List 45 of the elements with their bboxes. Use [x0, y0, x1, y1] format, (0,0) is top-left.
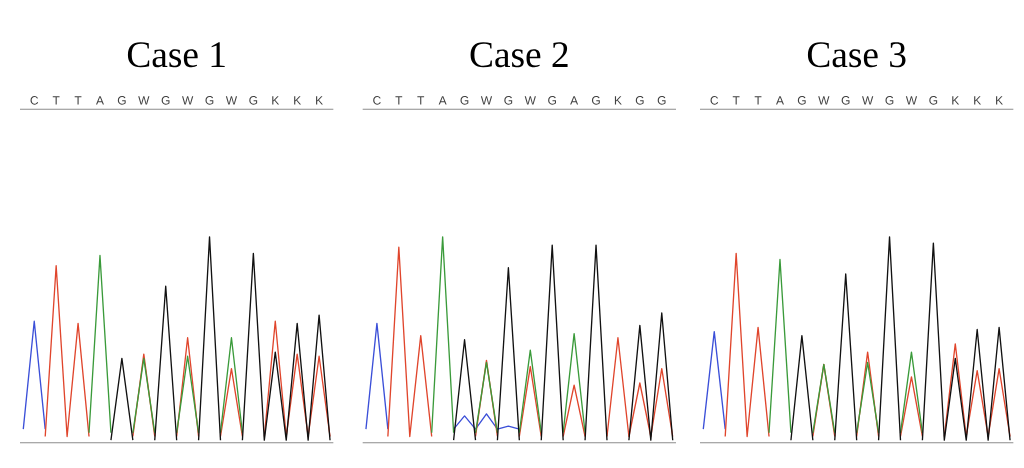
chart-title: Case 1: [127, 42, 225, 68]
x-tick-label: K: [316, 96, 323, 105]
x-tick-label: A: [776, 96, 784, 105]
x-tick-label: A: [570, 96, 579, 105]
x-tick-label: W: [862, 96, 874, 105]
x-tick-label: G: [657, 96, 666, 105]
x-tick-label: G: [841, 96, 850, 105]
x-tick-label: K: [614, 96, 622, 105]
x-tick-label: A: [96, 96, 104, 105]
x-tick-label: K: [294, 96, 302, 105]
x-tick-label: G: [161, 96, 170, 105]
x-tick-label: G: [885, 96, 894, 105]
x-tick-label: T: [395, 96, 403, 105]
x-tick-label: W: [138, 96, 150, 105]
x-tick-label: K: [996, 96, 1003, 105]
chart-title: Case 3: [807, 42, 906, 68]
x-tick-label: C: [30, 96, 39, 105]
x-tick-label: G: [635, 96, 644, 105]
x-tick-label: K: [272, 96, 280, 105]
x-tick-label: W: [905, 96, 918, 105]
x-tick-label: K: [952, 96, 960, 105]
x-tick-label: C: [710, 96, 719, 105]
x-tick-label: G: [929, 96, 938, 105]
x-tick-label: W: [524, 96, 536, 105]
x-tick-label: G: [117, 96, 126, 105]
x-tick-label: T: [74, 96, 82, 105]
x-tick-label: C: [373, 96, 381, 105]
x-tick-label: W: [225, 96, 238, 105]
x-tick-label: G: [205, 96, 214, 105]
x-tick-label: G: [504, 96, 513, 105]
x-tick-label: G: [249, 96, 258, 105]
x-tick-label: W: [480, 96, 493, 105]
x-tick-label: T: [732, 96, 740, 105]
x-tick-label: W: [818, 96, 830, 105]
x-tick-label: G: [548, 96, 556, 105]
x-tick-label: T: [52, 96, 60, 105]
chart-title: Case 2: [470, 42, 568, 68]
x-tick-label: A: [438, 96, 447, 105]
x-tick-label: K: [974, 96, 982, 105]
x-tick-label: T: [754, 96, 762, 105]
x-tick-label: G: [591, 96, 600, 105]
x-tick-label: G: [797, 96, 806, 105]
x-tick-label: W: [182, 96, 194, 105]
x-tick-label: T: [417, 96, 425, 105]
x-tick-label: G: [460, 96, 469, 105]
